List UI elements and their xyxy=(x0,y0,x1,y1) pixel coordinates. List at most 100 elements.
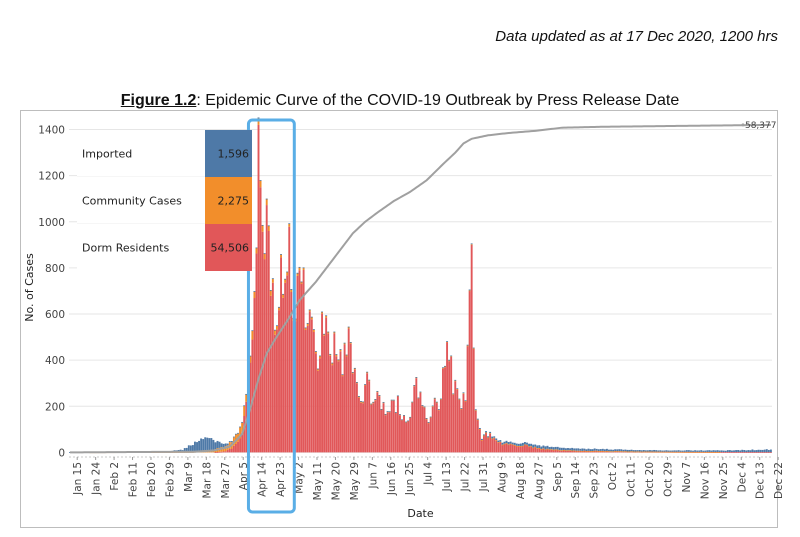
bar-dorm-residents-day-325 xyxy=(735,452,738,453)
bar-community-cases-day-186 xyxy=(450,356,453,357)
bar-community-cases-day-83 xyxy=(239,427,242,439)
bar-dorm-residents-day-71 xyxy=(214,452,217,453)
bar-community-cases-day-249 xyxy=(579,450,582,452)
bar-imported-day-223 xyxy=(526,442,528,445)
bar-dorm-residents-day-91 xyxy=(255,253,258,453)
bar-community-cases-day-136 xyxy=(347,326,350,329)
bar-imported-day-222 xyxy=(524,442,526,445)
bar-community-cases-day-137 xyxy=(349,342,352,344)
bar-dorm-residents-day-121 xyxy=(317,370,319,453)
bar-dorm-residents-day-209 xyxy=(497,442,500,453)
y-tick-label-0: 0 xyxy=(58,447,65,459)
bar-dorm-residents-day-230 xyxy=(540,449,543,453)
bar-imported-day-319 xyxy=(722,450,725,453)
bar-dorm-residents-day-244 xyxy=(569,450,571,453)
bar-community-cases-day-205 xyxy=(489,433,492,434)
bar-imported-day-69 xyxy=(210,438,213,450)
bar-imported-day-290 xyxy=(663,450,666,452)
bar-dorm-residents-day-337 xyxy=(759,452,762,453)
bar-dorm-residents-day-338 xyxy=(761,452,764,453)
bar-imported-day-128 xyxy=(331,362,334,364)
bar-community-cases-day-283 xyxy=(649,451,651,453)
bar-community-cases-day-84 xyxy=(241,422,244,433)
bar-dorm-residents-day-232 xyxy=(544,449,547,453)
highlight-box xyxy=(246,118,296,514)
bar-community-cases-day-212 xyxy=(503,443,506,445)
bar-imported-day-308 xyxy=(700,450,703,452)
bar-community-cases-day-184 xyxy=(446,341,449,343)
bar-imported-day-98 xyxy=(269,290,272,291)
bar-dorm-residents-day-196 xyxy=(470,244,473,453)
bar-imported-day-201 xyxy=(480,438,483,441)
bar-imported-day-279 xyxy=(640,450,643,452)
bar-community-cases-day-176 xyxy=(429,417,432,419)
bar-imported-day-121 xyxy=(317,368,319,370)
bar-imported-day-281 xyxy=(644,450,647,452)
bar-imported-day-68 xyxy=(208,438,211,451)
bar-dorm-residents-day-130 xyxy=(335,356,338,453)
bar-imported-day-322 xyxy=(728,450,731,453)
bar-community-cases-day-228 xyxy=(536,448,539,449)
cumulative-cases-line xyxy=(70,123,771,454)
legend-value-dorm-residents: 54,506 xyxy=(211,242,250,255)
bar-imported-day-112 xyxy=(298,266,301,268)
bar-imported-day-289 xyxy=(661,450,664,452)
bar-dorm-residents-day-72 xyxy=(216,452,219,453)
bar-imported-day-72 xyxy=(216,440,219,448)
bar-imported-day-297 xyxy=(677,450,680,452)
x-tick-label-15: May 29 xyxy=(349,462,361,500)
bar-community-cases-day-311 xyxy=(706,451,709,453)
bar-imported-day-314 xyxy=(712,450,715,452)
bar-dorm-residents-day-326 xyxy=(737,452,740,453)
bar-imported-day-212 xyxy=(503,441,506,444)
bar-imported-day-118 xyxy=(310,316,313,318)
bar-dorm-residents-day-181 xyxy=(439,400,442,453)
bar-dorm-residents-day-191 xyxy=(460,409,463,453)
bar-community-cases-day-274 xyxy=(630,451,633,453)
bar-community-cases-day-211 xyxy=(501,444,504,446)
legend-swatch-dorm-residents xyxy=(205,224,252,271)
bar-imported-day-57 xyxy=(185,447,188,452)
bar-community-cases-day-203 xyxy=(485,432,487,434)
bar-community-cases-day-187 xyxy=(452,394,455,395)
legend-swatch-imported xyxy=(205,130,252,177)
bar-dorm-residents-day-205 xyxy=(489,433,492,453)
bar-community-cases-day-241 xyxy=(562,449,565,451)
bar-community-cases-day-251 xyxy=(583,450,586,452)
x-tick-label-29: Oct 2 xyxy=(607,462,619,490)
bar-dorm-residents-day-236 xyxy=(552,449,555,453)
bar-dorm-residents-day-182 xyxy=(442,368,444,453)
bar-imported-day-191 xyxy=(460,408,463,409)
bar-imported-day-176 xyxy=(429,416,432,418)
bar-dorm-residents-day-152 xyxy=(380,410,383,453)
bar-community-cases-day-265 xyxy=(612,451,615,453)
bar-dorm-residents-day-156 xyxy=(388,412,391,453)
bar-dorm-residents-day-214 xyxy=(507,444,510,453)
bar-community-cases-day-230 xyxy=(540,449,543,450)
bar-community-cases-day-220 xyxy=(519,446,522,447)
bar-imported-day-234 xyxy=(548,447,551,450)
bar-imported-day-62 xyxy=(196,442,198,452)
bar-dorm-residents-day-73 xyxy=(218,451,221,453)
bar-imported-day-214 xyxy=(507,442,510,445)
bar-imported-day-274 xyxy=(630,449,633,452)
x-tick-label-21: Jul 22 xyxy=(460,462,472,492)
bar-dorm-residents-day-175 xyxy=(427,423,430,453)
bar-dorm-residents-day-259 xyxy=(599,451,602,453)
bar-community-cases-day-145 xyxy=(366,371,369,374)
bar-imported-day-303 xyxy=(690,450,692,452)
bar-dorm-residents-day-148 xyxy=(372,403,375,453)
bar-imported-day-129 xyxy=(333,331,336,333)
bar-dorm-residents-day-172 xyxy=(421,406,424,453)
bar-community-cases-day-236 xyxy=(552,449,555,451)
bar-dorm-residents-day-154 xyxy=(384,415,387,453)
x-tick-label-37: Dec 13 xyxy=(755,462,767,499)
x-tick-label-34: Nov 16 xyxy=(699,462,711,500)
bar-community-cases-day-106 xyxy=(286,271,289,276)
bar-community-cases-day-231 xyxy=(542,448,545,450)
bar-imported-day-60 xyxy=(191,445,194,452)
bar-community-cases-day-142 xyxy=(360,401,362,403)
bar-community-cases-day-89 xyxy=(251,330,254,340)
bar-community-cases-day-86 xyxy=(245,394,248,402)
bar-imported-day-198 xyxy=(474,409,477,411)
